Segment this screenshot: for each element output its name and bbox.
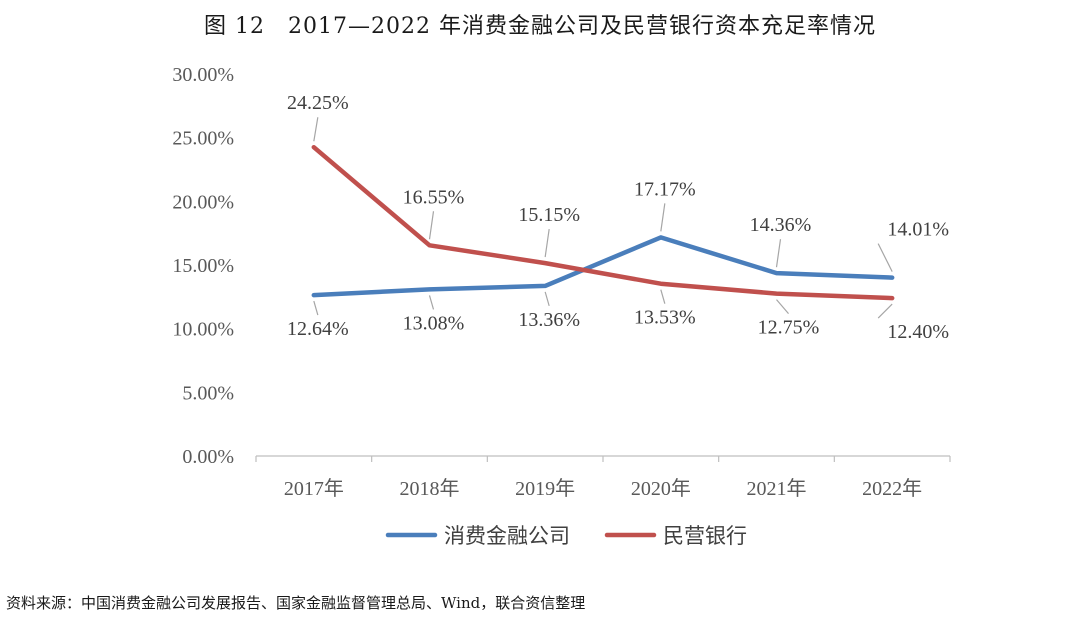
source-note: 资料来源：中国消费金融公司发展报告、国家金融监督管理总局、Wind，联合资信整理 — [6, 594, 586, 612]
leader-line — [428, 295, 435, 310]
data-label: 13.53% — [634, 307, 696, 329]
x-tick-label: 2017年 — [284, 477, 344, 500]
leader-line — [775, 239, 782, 268]
x-tick-label: 2020年 — [631, 477, 691, 500]
line-chart: 0.00% 5.00% 10.00% 15.00% 20.00% 25.00% 30.00%… — [172, 64, 951, 548]
data-label: 14.36% — [750, 214, 812, 236]
leader-line — [877, 243, 893, 272]
y-tick-label: 20.00% — [172, 191, 234, 213]
y-tick-label: 0.00% — [182, 446, 234, 468]
data-label: 24.25% — [287, 92, 349, 114]
series-line-1 — [311, 235, 895, 298]
leader-line — [660, 203, 666, 232]
y-tick-label: 10.00% — [172, 319, 234, 341]
data-label: 16.55% — [403, 186, 465, 208]
data-label: 13.36% — [518, 309, 580, 331]
data-label: 14.01% — [887, 219, 949, 241]
y-tick-label: 5.00% — [182, 382, 234, 404]
data-label: 13.08% — [403, 312, 465, 334]
leader-line — [877, 303, 893, 319]
data-label: 12.40% — [887, 321, 949, 343]
legend-label-2: 民营银行 — [663, 524, 747, 548]
leader-line — [776, 299, 789, 315]
leader-line — [660, 289, 666, 304]
leader-line — [313, 300, 319, 316]
x-tick-label: 2019年 — [515, 477, 575, 500]
data-label: 17.17% — [634, 178, 696, 200]
legend-label-1: 消费金融公司 — [444, 524, 570, 548]
y-tick-label: 25.00% — [172, 128, 234, 150]
leader-line — [428, 211, 435, 240]
series-line-2 — [311, 144, 895, 301]
y-tick-label: 15.00% — [172, 255, 234, 277]
x-tick-label: 2018年 — [400, 477, 460, 500]
x-tick-label: 2022年 — [862, 477, 922, 500]
y-tick-label: 30.00% — [172, 64, 234, 86]
data-label: 12.75% — [758, 317, 820, 339]
data-label: 12.64% — [287, 318, 349, 340]
x-tick-label: 2021年 — [747, 477, 807, 500]
leader-line — [313, 117, 319, 142]
data-label: 15.15% — [518, 204, 580, 226]
leader-line — [544, 229, 550, 258]
leader-line — [544, 291, 550, 307]
figure-title: 图 12 2017—2022 年消费金融公司及民营银行资本充足率情况 — [204, 14, 876, 39]
